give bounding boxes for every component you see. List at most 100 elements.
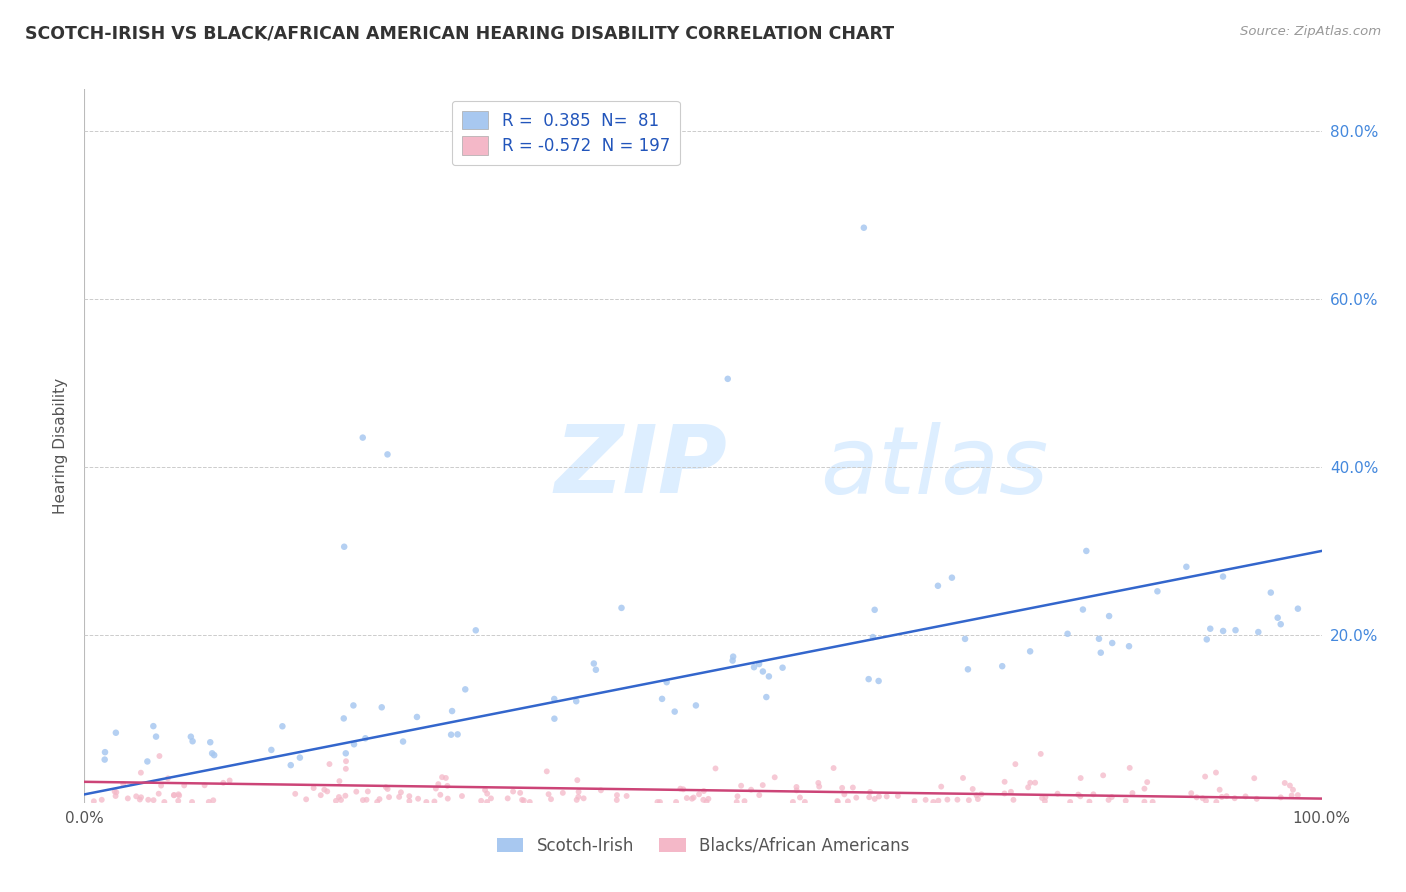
Point [90, 793, 112, 807]
Point [721, 654, 744, 668]
Point [693, 784, 716, 798]
Point [167, 794, 190, 808]
Text: atlas: atlas [821, 422, 1049, 513]
Point [903, 794, 925, 808]
Point [858, 672, 880, 686]
Point [782, 795, 804, 809]
Point [606, 793, 628, 807]
Point [441, 704, 464, 718]
Point [956, 662, 979, 676]
Point [142, 793, 165, 807]
Point [991, 659, 1014, 673]
Point [1090, 646, 1112, 660]
Point [1078, 795, 1101, 809]
Point [827, 794, 849, 808]
Point [606, 788, 628, 802]
Point [567, 789, 589, 804]
Point [1195, 632, 1218, 647]
Point [1212, 624, 1234, 638]
Point [1017, 780, 1039, 795]
Point [1076, 544, 1098, 558]
Point [1247, 625, 1270, 640]
Point [1191, 791, 1213, 805]
Point [537, 787, 560, 801]
Point [284, 787, 307, 801]
Point [1031, 791, 1053, 805]
Point [330, 793, 353, 807]
Point [271, 719, 294, 733]
Point [125, 789, 148, 804]
Point [454, 682, 477, 697]
Point [610, 600, 633, 615]
Point [936, 792, 959, 806]
Point [585, 663, 607, 677]
Point [1071, 602, 1094, 616]
Point [288, 750, 311, 764]
Point [922, 795, 945, 809]
Point [1019, 644, 1042, 658]
Point [685, 698, 707, 713]
Point [953, 632, 976, 646]
Point [502, 784, 524, 798]
Point [758, 669, 780, 683]
Point [859, 785, 882, 799]
Point [167, 787, 190, 801]
Point [789, 790, 811, 805]
Point [1035, 790, 1057, 805]
Point [406, 710, 429, 724]
Point [1056, 627, 1078, 641]
Point [1083, 787, 1105, 801]
Point [565, 694, 588, 708]
Point [328, 790, 350, 805]
Point [567, 773, 589, 788]
Point [1000, 785, 1022, 799]
Point [941, 571, 963, 585]
Point [519, 795, 541, 809]
Point [440, 728, 463, 742]
Point [823, 761, 845, 775]
Point [451, 789, 474, 803]
Point [436, 791, 458, 805]
Point [352, 793, 374, 807]
Point [540, 792, 562, 806]
Point [721, 649, 744, 664]
Point [104, 789, 127, 803]
Point [692, 793, 714, 807]
Point [1282, 782, 1305, 797]
Point [1175, 559, 1198, 574]
Point [446, 727, 468, 741]
Point [734, 794, 756, 808]
Point [1223, 791, 1246, 805]
Point [1194, 770, 1216, 784]
Point [318, 757, 340, 772]
Text: SCOTCH-IRISH VS BLACK/AFRICAN AMERICAN HEARING DISABILITY CORRELATION CHART: SCOTCH-IRISH VS BLACK/AFRICAN AMERICAN H… [25, 25, 894, 43]
Point [876, 789, 898, 804]
Point [868, 673, 890, 688]
Point [1088, 632, 1111, 646]
Point [117, 791, 139, 805]
Point [153, 795, 176, 809]
Point [136, 755, 159, 769]
Point [335, 754, 357, 768]
Point [1286, 788, 1309, 802]
Legend: R =  0.385  N=  81, R = -0.572  N = 197: R = 0.385 N= 81, R = -0.572 N = 197 [451, 101, 679, 165]
Point [295, 792, 318, 806]
Point [368, 792, 391, 806]
Point [863, 792, 886, 806]
Point [398, 789, 420, 804]
Point [1270, 790, 1292, 805]
Point [94, 745, 117, 759]
Point [647, 795, 669, 809]
Point [664, 705, 686, 719]
Point [377, 447, 399, 461]
Point [966, 789, 988, 803]
Point [475, 795, 498, 809]
Point [837, 794, 859, 808]
Point [752, 665, 775, 679]
Point [834, 788, 856, 802]
Point [218, 773, 240, 788]
Point [1019, 776, 1042, 790]
Point [1281, 789, 1303, 803]
Point [344, 785, 367, 799]
Point [730, 779, 752, 793]
